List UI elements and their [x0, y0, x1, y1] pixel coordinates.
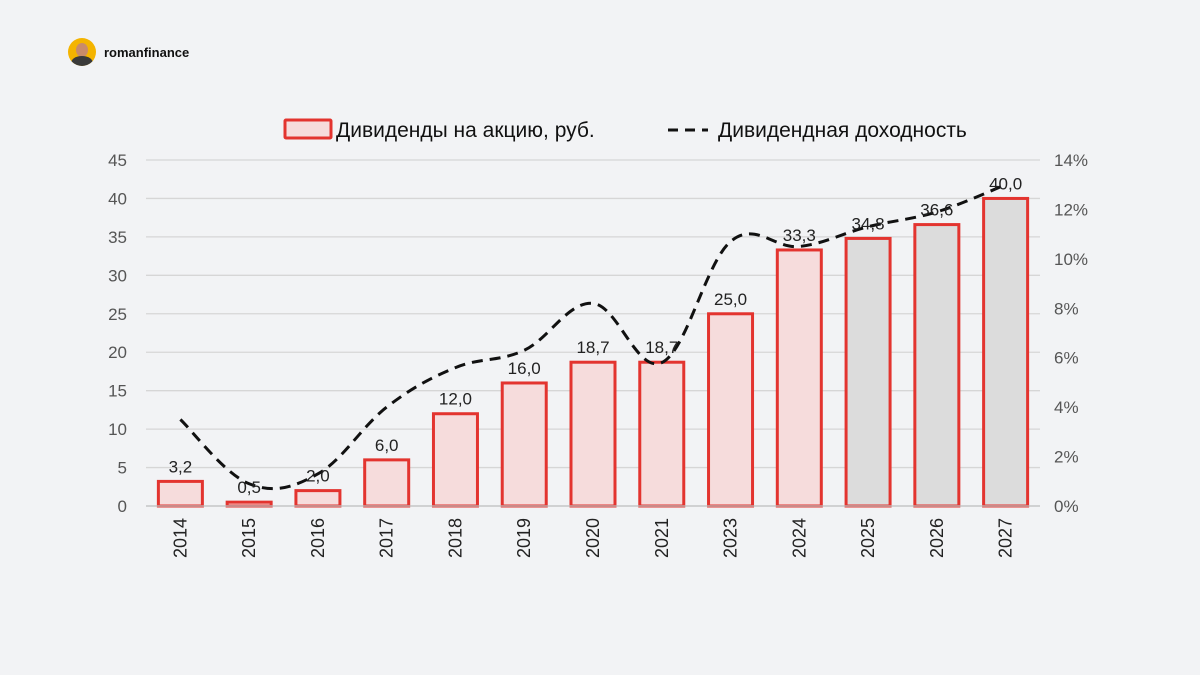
y-left-tick-label: 15 [108, 382, 127, 401]
bar-2023 [707, 312, 755, 508]
x-tick-label: 2017 [377, 518, 397, 558]
bar-value-label: 18,7 [645, 338, 678, 357]
user-avatar-icon [68, 38, 96, 66]
bar-2016 [294, 489, 342, 508]
legend-bar-swatch [283, 118, 333, 140]
bar-2020 [569, 360, 617, 508]
x-tick-label: 2014 [170, 518, 190, 558]
bar-value-label: 16,0 [508, 359, 541, 378]
bar-2019 [500, 381, 548, 508]
bar-2018 [431, 412, 479, 508]
bar-value-label: 3,2 [169, 457, 193, 476]
bar-value-label: 40,0 [989, 174, 1022, 193]
x-tick-label: 2026 [927, 518, 947, 558]
y-left-tick-label: 35 [108, 228, 127, 247]
y-right-tick-label: 14% [1054, 151, 1088, 170]
bar-value-label: 0,5 [237, 478, 261, 497]
x-tick-label: 2020 [583, 518, 603, 558]
bar-value-label: 6,0 [375, 436, 399, 455]
y-left-tick-label: 45 [108, 151, 127, 170]
x-tick-label: 2015 [239, 518, 259, 558]
bar-value-label: 34,8 [852, 214, 885, 233]
y-left-tick-label: 0 [118, 497, 127, 516]
x-tick-label: 2019 [514, 518, 534, 558]
legend-line-label: Дивидендная доходность [718, 119, 967, 142]
bar-2021 [638, 360, 686, 508]
y-right-tick-label: 10% [1054, 250, 1088, 269]
bar-2025 [844, 236, 892, 508]
y-left-tick-label: 10 [108, 420, 127, 439]
bar-2014 [156, 479, 204, 508]
x-tick-label: 2024 [789, 518, 809, 558]
y-right-tick-label: 8% [1054, 299, 1079, 318]
bar-value-label: 25,0 [714, 290, 747, 309]
brand-name: romanfinance [104, 44, 190, 60]
x-tick-label: 2018 [445, 518, 465, 558]
x-tick-label: 2021 [652, 518, 672, 558]
y-right-tick-label: 2% [1054, 448, 1079, 467]
bar-value-label: 36,6 [920, 201, 953, 220]
bar-2017 [363, 458, 411, 508]
y-left-tick-label: 20 [108, 343, 127, 362]
x-tick-label: 2016 [308, 518, 328, 558]
bar-2024 [775, 248, 823, 508]
y-right-tick-label: 6% [1054, 349, 1079, 368]
y-left-tick-label: 25 [108, 305, 127, 324]
y-right-tick-label: 12% [1054, 200, 1088, 219]
bar-2027 [982, 196, 1030, 508]
bar-value-label: 33,3 [783, 226, 816, 245]
bar-value-label: 12,0 [439, 390, 472, 409]
legend-bar-label: Дивиденды на акцию, руб. [336, 119, 595, 142]
bar-2026 [913, 223, 961, 508]
bar-value-label: 2,0 [306, 467, 330, 486]
brand: romanfinance [68, 38, 189, 66]
y-left-tick-label: 40 [108, 189, 127, 208]
y-left-tick-label: 30 [108, 266, 127, 285]
x-tick-label: 2027 [996, 518, 1016, 558]
y-left-tick-label: 5 [118, 459, 127, 478]
bar-value-label: 18,7 [576, 338, 609, 357]
y-right-tick-label: 0% [1054, 497, 1079, 516]
x-tick-label: 2025 [858, 518, 878, 558]
x-tick-label: 2023 [721, 518, 741, 558]
y-right-tick-label: 4% [1054, 398, 1079, 417]
